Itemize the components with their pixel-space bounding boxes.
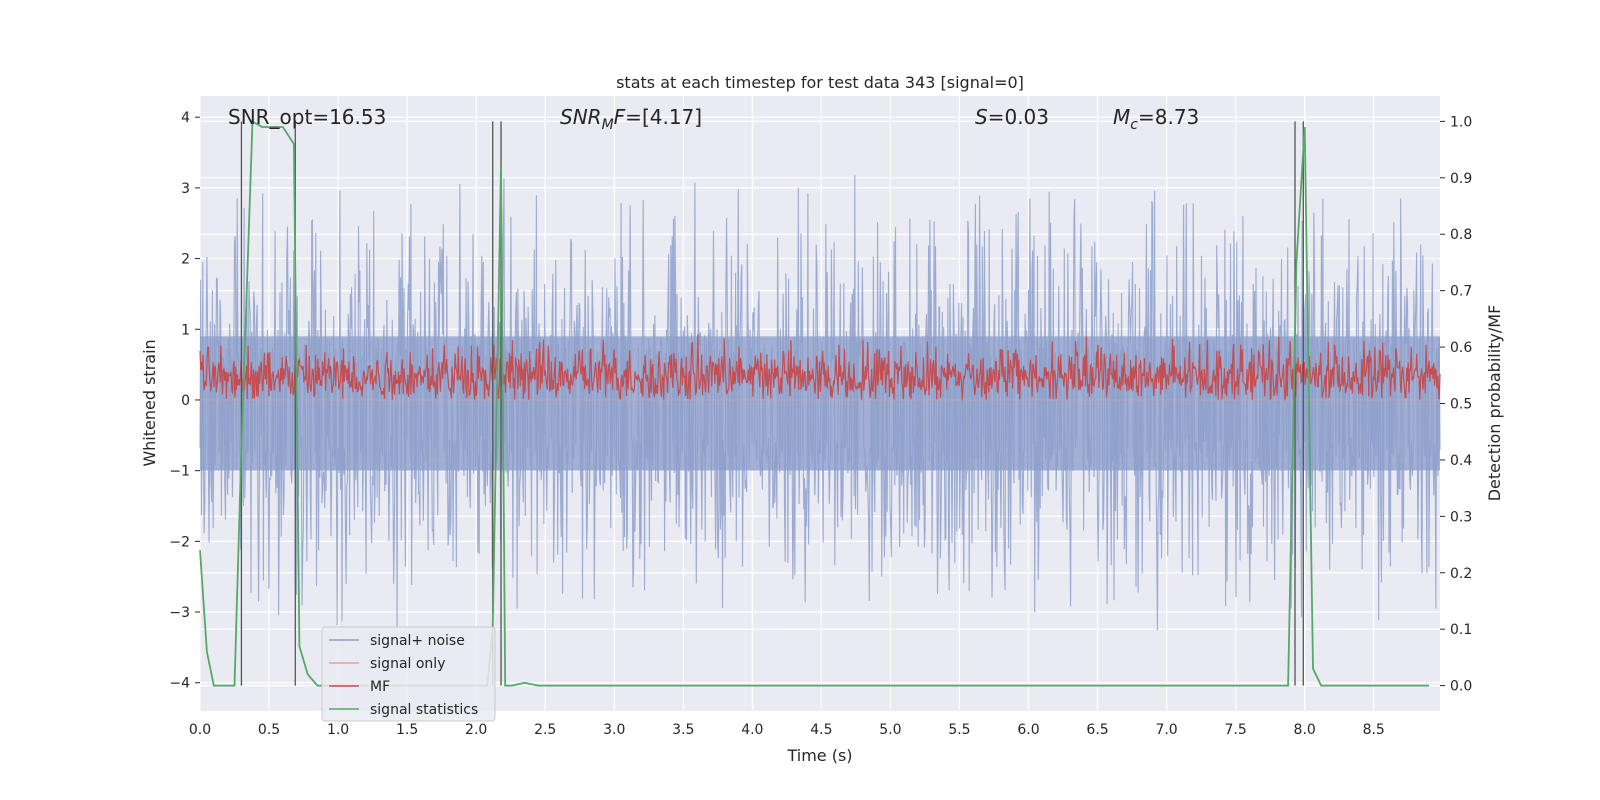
y2-tick-label: 0.9 (1450, 171, 1472, 187)
legend: signal+ noise signal only MF signal stat… (321, 626, 496, 722)
y-axis-label: Whitened strain (140, 339, 159, 466)
x-tick-label: 2.0 (465, 722, 487, 738)
x-tick-label: 1.5 (396, 722, 418, 738)
chart-title: stats at each timestep for test data 343… (616, 73, 1024, 92)
y-tick-label: 2 (181, 252, 190, 268)
legend-label-signal-only: signal only (370, 656, 445, 672)
y-tick-label: −3 (169, 605, 190, 621)
s-value: 0.03 (1004, 105, 1049, 129)
y2-tick-label: 0.4 (1450, 453, 1472, 469)
y2-tick-label: 0.8 (1450, 227, 1472, 243)
x-tick-label: 7.0 (1155, 722, 1177, 738)
y2-tick-label: 0.7 (1450, 284, 1472, 300)
y-tick-label: 1 (181, 322, 190, 338)
x-axis-label: Time (s) (786, 746, 852, 765)
y-tick-labels: −4 −3 −2 −1 0 1 2 3 4 (169, 110, 200, 692)
x-tick-label: 4.0 (741, 722, 763, 738)
x-tick-label: 0.5 (258, 722, 280, 738)
x-tick-labels: 0.0 0.5 1.0 1.5 2.0 2.5 3.0 3.5 4.0 4.5 5.0 5.5 6.0 6… (189, 722, 1385, 738)
snr-opt-annotation: SNR_opt=16.53 (228, 105, 386, 129)
y2-tick-label: 0.2 (1450, 566, 1472, 582)
y2-tick-label: 0.3 (1450, 509, 1472, 525)
snr-mf-value: [4.17] (642, 105, 702, 129)
x-tick-label: 1.0 (327, 722, 349, 738)
x-tick-label: 8.5 (1363, 722, 1385, 738)
x-tick-label: 3.5 (672, 722, 694, 738)
legend-box (321, 626, 496, 722)
y-tick-label: −1 (169, 464, 190, 480)
y2-tick-label: 0.1 (1450, 622, 1472, 638)
x-tick-label: 5.0 (879, 722, 901, 738)
y-tick-label: −2 (169, 534, 190, 550)
y2-axis-label: Detection probability/MF (1485, 305, 1504, 502)
y-tick-label: 4 (181, 110, 190, 126)
y2-tick-label: 0.6 (1450, 340, 1472, 356)
y2-tick-label: 0.5 (1450, 397, 1472, 413)
x-tick-label: 0.0 (189, 722, 211, 738)
snr-mf-annotation: SNRMF=[4.17] (560, 105, 702, 133)
legend-label-signal-noise: signal+ noise (370, 633, 465, 649)
x-tick-label: 6.0 (1017, 722, 1039, 738)
x-tick-label: 6.5 (1086, 722, 1108, 738)
y-tick-label: −4 (169, 676, 190, 692)
x-tick-label: 7.5 (1225, 722, 1247, 738)
y-tick-label: 0 (181, 393, 190, 409)
mf-series (199, 334, 1441, 401)
legend-label-mf: MF (370, 679, 390, 695)
y2-tick-label: 0.0 (1450, 679, 1472, 695)
legend-label-signal-statistics: signal statistics (370, 702, 478, 718)
x-tick-label: 4.5 (810, 722, 832, 738)
mf-line (199, 334, 1441, 401)
s-annotation: S=0.03 (975, 105, 1049, 129)
x-tick-label: 8.0 (1294, 722, 1316, 738)
x-tick-label: 3.0 (603, 722, 625, 738)
y2-tick-label: 1.0 (1450, 114, 1472, 130)
x-tick-label: 5.5 (948, 722, 970, 738)
y2-tick-labels: 0.0 0.1 0.2 0.3 0.4 0.5 0.6 0.7 0.8 0.9 1.0 (1440, 114, 1472, 695)
mc-value: 8.73 (1155, 105, 1200, 129)
mc-annotation: Mc=8.73 (1113, 105, 1199, 133)
y-tick-label: 3 (181, 181, 190, 197)
x-tick-label: 2.5 (534, 722, 556, 738)
